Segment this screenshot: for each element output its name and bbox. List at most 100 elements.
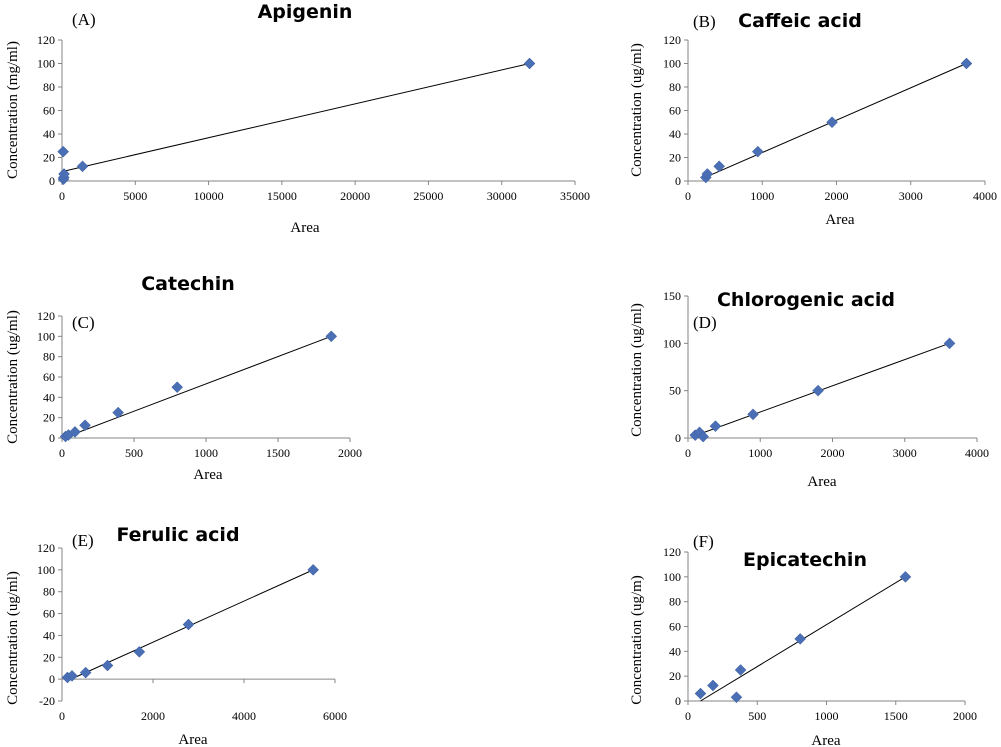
panel-label: (C) — [72, 313, 95, 332]
y-tick-label: 40 — [669, 644, 681, 658]
y-tick-label: 50 — [669, 384, 681, 398]
chart-title: Caffeic acid — [738, 10, 862, 32]
y-tick-label: 120 — [37, 33, 55, 47]
x-tick-label: 30000 — [487, 189, 517, 203]
x-tick-label: 2000 — [825, 189, 849, 203]
y-axis-label: Concentration (ug/m) — [629, 575, 645, 705]
y-axis-label: Concentration (ug/ml) — [629, 43, 645, 177]
y-axis-label: Concentration (ug/ml) — [5, 310, 21, 444]
y-tick-label: 40 — [43, 628, 55, 642]
data-point — [79, 419, 91, 432]
x-axis-label: Area — [193, 467, 222, 483]
y-tick-label: 60 — [43, 370, 55, 384]
y-axis-label: Concentration (ug/ml) — [629, 303, 645, 437]
y-tick-label: 60 — [43, 104, 55, 118]
y-tick-label: -20 — [39, 694, 55, 708]
data-point — [58, 168, 70, 180]
x-tick-label: 500 — [748, 709, 766, 723]
data-point — [307, 564, 320, 576]
x-tick-label: 5000 — [123, 189, 147, 203]
data-point — [523, 57, 536, 70]
x-tick-label: 1000 — [194, 446, 218, 460]
x-tick-label: 2000 — [141, 709, 165, 723]
x-tick-label: 0 — [59, 709, 65, 723]
y-tick-label: 120 — [663, 545, 681, 559]
y-axis-label: Concentration (mg/ml) — [5, 41, 21, 179]
x-tick-label: 4000 — [973, 189, 997, 203]
x-tick-label: 2000 — [821, 446, 845, 460]
panel-label: (A) — [72, 10, 96, 29]
x-tick-label: 1000 — [815, 709, 839, 723]
chart-title: Catechin — [141, 273, 235, 295]
data-point — [325, 330, 338, 343]
chart-title: Apigenin — [258, 1, 353, 23]
x-axis-label: Area — [807, 474, 836, 490]
data-point — [66, 670, 78, 682]
x-tick-label: 0 — [59, 446, 65, 460]
data-point — [182, 618, 195, 631]
chart-panel-d: 0 50 100 150 0 1000 2000 3000 4000 Chlorogenic ac… — [629, 289, 989, 490]
y-tick-label: 0 — [675, 431, 681, 445]
data-point — [899, 570, 912, 583]
data-point — [747, 408, 759, 421]
x-axis-label: Area — [825, 212, 854, 228]
y-tick-label: 80 — [669, 595, 681, 609]
x-tick-label: 1000 — [748, 446, 772, 460]
y-tick-label: 100 — [663, 336, 681, 350]
y-tick-label: 60 — [669, 104, 681, 118]
data-point — [701, 168, 714, 180]
chart-panel-e: -20 0 20 40 60 80 100 120 0 2000 4000 6000 Ferulic a… — [5, 524, 347, 747]
trend-line — [61, 63, 530, 173]
chart-title: Ferulic acid — [116, 524, 239, 546]
y-tick-label: 100 — [37, 329, 55, 343]
y-tick-label: 20 — [43, 411, 55, 425]
y-tick-label: 120 — [663, 33, 681, 47]
data-point — [133, 645, 146, 658]
x-tick-label: 4000 — [965, 446, 989, 460]
y-tick-label: 60 — [669, 620, 681, 634]
y-tick-label: 40 — [43, 390, 55, 404]
x-axis-label: Area — [290, 220, 319, 236]
x-tick-label: 3000 — [899, 189, 923, 203]
data-point — [734, 664, 747, 676]
x-tick-label: 2000 — [338, 446, 362, 460]
data-point — [943, 337, 956, 350]
x-tick-label: 1500 — [884, 709, 908, 723]
y-tick-label: 80 — [43, 585, 55, 599]
data-point — [694, 687, 707, 700]
x-tick-label: 6000 — [323, 709, 347, 723]
panel-label: (F) — [693, 532, 714, 551]
data-point — [69, 426, 81, 438]
x-axis-label: Area — [178, 732, 207, 747]
panel-label: (B) — [693, 12, 716, 31]
x-tick-label: 15000 — [267, 189, 297, 203]
y-tick-label: 150 — [663, 289, 681, 303]
x-tick-label: 35000 — [560, 189, 590, 203]
x-tick-label: 3000 — [893, 446, 917, 460]
y-tick-label: 20 — [43, 650, 55, 664]
y-tick-label: 120 — [37, 309, 55, 323]
x-tick-label: 0 — [685, 446, 691, 460]
y-tick-label: 0 — [675, 694, 681, 708]
data-point — [112, 406, 125, 419]
x-tick-label: 0 — [685, 709, 691, 723]
chart-panel-f: 0 20 40 60 80 100 120 0 500 1000 1500 2000 Epicatech… — [629, 532, 977, 747]
data-point — [709, 420, 722, 433]
data-point — [57, 145, 70, 158]
data-point — [730, 691, 743, 704]
y-axis-label: Concentration (ug/ml) — [5, 571, 21, 705]
x-tick-label: 1500 — [266, 446, 290, 460]
chart-panel-c: 0 20 40 60 80 100 120 0 500 1000 1500 2000 Catechin (… — [5, 273, 362, 483]
data-point — [79, 666, 92, 679]
data-point — [171, 381, 184, 394]
y-tick-label: 100 — [663, 570, 681, 584]
chart-title: Epicatechin — [743, 549, 867, 571]
x-tick-label: 20000 — [340, 189, 370, 203]
data-point — [697, 430, 710, 443]
y-tick-label: 40 — [669, 127, 681, 141]
x-tick-label: 2000 — [953, 709, 977, 723]
x-tick-label: 1000 — [750, 189, 774, 203]
data-point — [826, 116, 838, 129]
chart-panel-a: 0 20 40 60 80 100 120 0 5000 10000 15000 20000 25000… — [5, 1, 590, 236]
trend-line — [63, 335, 332, 439]
